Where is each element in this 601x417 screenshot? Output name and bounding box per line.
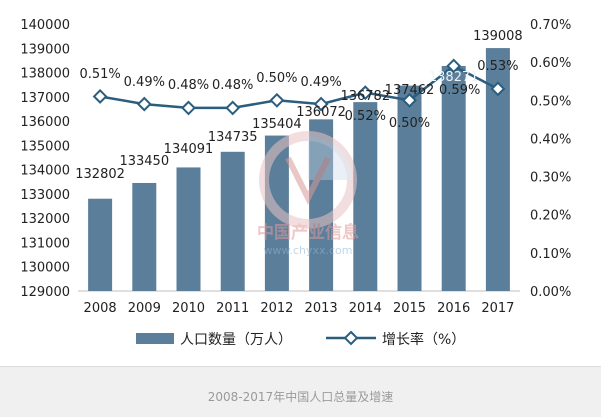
x-tick-label: 2015 — [393, 301, 426, 316]
growth-rate-marker — [490, 81, 506, 97]
bar-value-label: 133450 — [119, 154, 169, 169]
bar — [441, 65, 466, 291]
legend-bar-label: 人口数量（万人） — [180, 332, 292, 348]
bar — [88, 198, 113, 291]
y-left-tick-label: 138000 — [20, 67, 70, 82]
growth-rate-marker — [225, 100, 241, 116]
y-left-tick-label: 129000 — [20, 285, 70, 300]
y-left-tick-label: 130000 — [20, 261, 70, 276]
y-right-tick-label: 0.50% — [530, 94, 571, 109]
bar-value-label: 134091 — [164, 142, 214, 157]
bar-value-label: 132802 — [75, 167, 125, 182]
y-right-tick-label: 0.60% — [530, 56, 571, 71]
y-left-tick-label: 137000 — [20, 91, 70, 106]
bar-value-label: 137462 — [385, 83, 435, 98]
bar-value-label: 136782 — [340, 89, 390, 104]
y-left-tick-label: 136000 — [20, 115, 70, 130]
rate-value-label: 0.48% — [212, 78, 253, 93]
bar-value-label: 139008 — [473, 29, 523, 44]
x-tick-label: 2013 — [305, 301, 338, 316]
bar-value-label: 134735 — [208, 130, 258, 145]
y-left-tick-label: 133000 — [20, 188, 70, 203]
growth-rate-marker — [92, 89, 108, 104]
x-tick-label: 2017 — [481, 301, 514, 316]
chart-panel: 129000 130000 131000 132000 133000 134000 1350… — [0, 0, 601, 367]
rate-value-label: 0.50% — [389, 116, 430, 131]
growth-rate-marker — [446, 58, 462, 74]
rate-value-label: 0.49% — [124, 75, 165, 90]
bar — [132, 182, 157, 291]
y-right-tick-label: 0.40% — [530, 132, 571, 147]
growth-rate-marker — [269, 92, 285, 108]
rate-value-label: 0.52% — [345, 109, 386, 124]
rate-value-label: 0.50% — [256, 71, 297, 86]
rate-value-label: 0.49% — [300, 75, 341, 90]
bar — [220, 151, 245, 291]
bar-value-label: 135404 — [252, 117, 302, 132]
bar — [397, 85, 422, 291]
bar — [353, 102, 378, 291]
growth-rate-marker — [357, 85, 373, 101]
x-tick-label: 2016 — [437, 301, 470, 316]
y-left-tick-label: 131000 — [20, 236, 70, 251]
y-right-tick-label: 0.70% — [530, 18, 571, 33]
x-tick-label: 2008 — [84, 301, 117, 316]
bar-value-label: 136072 — [296, 105, 346, 120]
growth-rate-marker — [181, 100, 196, 116]
growth-rate-marker — [402, 92, 417, 108]
x-tick-label: 2012 — [260, 301, 293, 316]
legend-line-marker — [343, 330, 359, 346]
bar — [264, 135, 289, 291]
growth-rate-marker — [313, 96, 329, 112]
legend-bar-swatch — [136, 333, 174, 344]
growth-rate-line — [99, 64, 499, 110]
y-left-tick-label: 132000 — [20, 212, 70, 227]
y-left-tick-label: 139000 — [20, 42, 70, 57]
rate-value-label: 0.59% — [439, 83, 480, 98]
y-left-tick-label: 140000 — [20, 18, 70, 33]
x-tick-label: 2009 — [128, 301, 161, 316]
y-right-tick-label: 0.10% — [530, 247, 571, 262]
y-left-tick-label: 134000 — [20, 164, 70, 179]
y-right-tick-label: 0.00% — [530, 285, 571, 300]
bar-value-label: 138271 — [429, 70, 479, 85]
x-tick-label: 2010 — [172, 301, 205, 316]
y-right-tick-label: 0.30% — [530, 171, 571, 186]
growth-rate-marker — [136, 96, 152, 112]
x-tick-label: 2011 — [216, 301, 249, 316]
rate-value-label: 0.51% — [79, 67, 120, 82]
x-tick-label: 2014 — [349, 301, 382, 316]
legend-line-label: 增长率（%） — [382, 331, 465, 348]
rate-value-label: 0.48% — [168, 78, 209, 93]
population-chart: 129000 130000 131000 132000 133000 134000 1350… — [20, 18, 571, 348]
y-right-tick-label: 0.20% — [530, 209, 571, 224]
rate-value-label: 0.53% — [477, 59, 518, 74]
chart-caption: 2008-2017年中国人口总量及增速 — [207, 390, 394, 404]
y-left-tick-label: 135000 — [20, 139, 70, 154]
bar — [309, 119, 334, 292]
bar — [176, 167, 201, 291]
